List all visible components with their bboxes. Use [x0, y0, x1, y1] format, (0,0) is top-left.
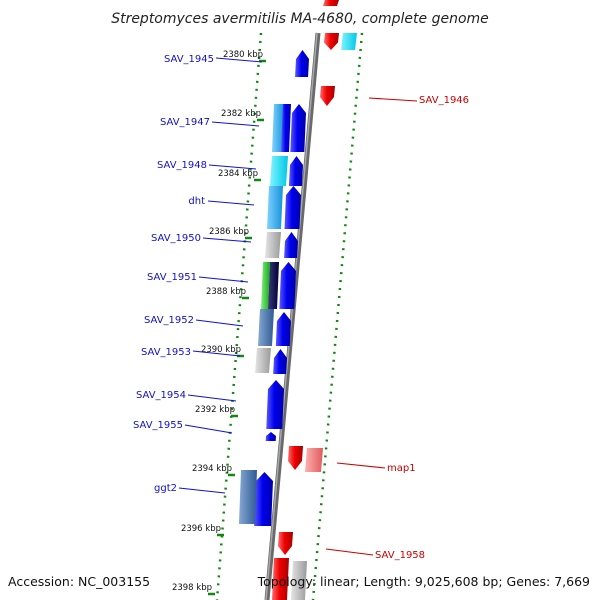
protein-domain-block — [255, 348, 271, 373]
forward-gene-label: dht — [188, 196, 205, 207]
protein-domain-block — [272, 558, 289, 600]
accession-text: Accession: NC_003155 — [8, 574, 150, 589]
protein-domain-block — [265, 232, 281, 258]
gene-label-leader — [187, 394, 237, 402]
forward-gene-label: SAV_1948 — [157, 160, 207, 171]
forward-gene-label: SAV_1953 — [141, 347, 191, 358]
gene-label-leader — [336, 462, 386, 469]
kbp-ticks: 2380 kbp 2382 kbp 2384 kbp 2386 kbp 2388 kbp… — [172, 50, 266, 596]
kbp-tick-label: 2386 kbp — [209, 227, 249, 237]
genome-backbone — [264, 32, 321, 600]
forward-gene-arrow — [266, 380, 284, 429]
gene-label-leader — [178, 487, 226, 494]
protein-domain-block — [267, 186, 283, 229]
protein-domain-block — [258, 309, 274, 346]
ruler-dots-forward — [215, 32, 263, 600]
protein-domain-block — [268, 262, 279, 309]
kbp-tick-label: 2392 kbp — [195, 405, 235, 415]
protein-domain-block — [272, 104, 284, 152]
gene-label-leader — [208, 164, 257, 170]
protein-domain-block — [305, 448, 323, 472]
reverse-gene-arrow — [278, 532, 293, 555]
reverse-gene-arrow — [288, 446, 303, 470]
gene-label-leader — [207, 200, 255, 206]
reverse-gene-arrow — [320, 86, 335, 106]
forward-gene-arrow — [254, 472, 273, 526]
kbp-tick-label: 2396 kbp — [181, 524, 221, 534]
forward-gene-arrow — [284, 232, 298, 258]
ruler-dots-reverse — [311, 32, 364, 600]
reverse-gene-arrow — [324, 33, 339, 50]
forward-gene-label: SAV_1945 — [164, 54, 214, 65]
kbp-tick-label: 2388 kbp — [206, 287, 246, 297]
gene-label-leader — [215, 57, 263, 63]
kbp-tick-label: 2390 kbp — [201, 345, 241, 355]
forward-gene-arrow — [275, 312, 291, 346]
kbp-tick-label: 2384 kbp — [218, 169, 258, 179]
gene-label-leader — [198, 276, 249, 283]
forward-gene-label: SAV_1951 — [147, 272, 197, 283]
forward-gene-label: SAV_1947 — [160, 117, 210, 128]
forward-gene-label: SAV_1952 — [144, 315, 194, 326]
forward-gene-arrow — [284, 186, 301, 229]
map-title: Streptomyces avermitilis MA-4680, comple… — [111, 11, 489, 27]
gene-label-leader — [195, 319, 244, 327]
gene-label-leader — [211, 121, 260, 127]
reverse-gene-label: SAV_1958 — [375, 550, 425, 561]
forward-gene-label: ggt2 — [154, 483, 177, 494]
forward-gene-arrow — [279, 262, 296, 309]
protein-domain-block — [323, 0, 339, 6]
gene-label-leader — [202, 237, 252, 243]
protein-domain-block — [341, 33, 357, 50]
forward-gene-arrow — [273, 349, 287, 374]
gene-label-leader — [192, 350, 241, 357]
protein-domain-block — [281, 104, 291, 152]
protein-domain-block — [239, 470, 257, 524]
forward-gene-arrow — [288, 156, 303, 186]
genome-summary-text: Topology: linear; Length: 9,025,608 bp; … — [257, 574, 590, 589]
kbp-tick-label: 2382 kbp — [221, 109, 261, 119]
forward-gene-arrow — [295, 50, 309, 77]
forward-gene-label: SAV_1950 — [151, 233, 201, 244]
genome-backbone-shade — [265, 32, 318, 600]
protein-domain-block — [261, 262, 270, 309]
kbp-tick-label: 2398 kbp — [172, 583, 212, 593]
kbp-tick-label: 2394 kbp — [192, 464, 232, 474]
reverse-gene-label: map1 — [387, 463, 416, 474]
label-leaders — [178, 57, 418, 556]
kbp-tick-label: 2380 kbp — [223, 50, 263, 60]
forward-gene-label: SAV_1955 — [133, 420, 183, 431]
gene-features — [239, 0, 357, 600]
protein-domain-block — [270, 156, 288, 186]
gene-label-leader — [184, 424, 233, 434]
gene-label-leader — [368, 97, 418, 102]
forward-gene-arrow — [265, 432, 276, 441]
protein-domain-block — [291, 561, 307, 600]
sequence-rulers — [215, 32, 364, 600]
forward-gene-arrow — [290, 104, 306, 152]
forward-gene-label: SAV_1954 — [136, 390, 186, 401]
gene-label-leader — [325, 548, 374, 556]
reverse-gene-label: SAV_1946 — [419, 95, 469, 106]
